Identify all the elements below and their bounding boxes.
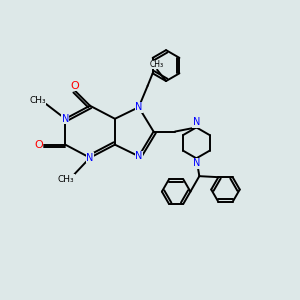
Text: O: O <box>71 80 80 91</box>
Text: CH₃: CH₃ <box>150 60 164 69</box>
Text: N: N <box>86 153 94 163</box>
Text: CH₃: CH₃ <box>29 96 46 105</box>
Text: N: N <box>193 158 200 168</box>
Text: CH₃: CH₃ <box>58 175 74 184</box>
Text: N: N <box>135 151 142 161</box>
Text: O: O <box>34 140 43 150</box>
Text: N: N <box>61 114 69 124</box>
Text: N: N <box>193 117 200 128</box>
Text: N: N <box>135 102 142 112</box>
